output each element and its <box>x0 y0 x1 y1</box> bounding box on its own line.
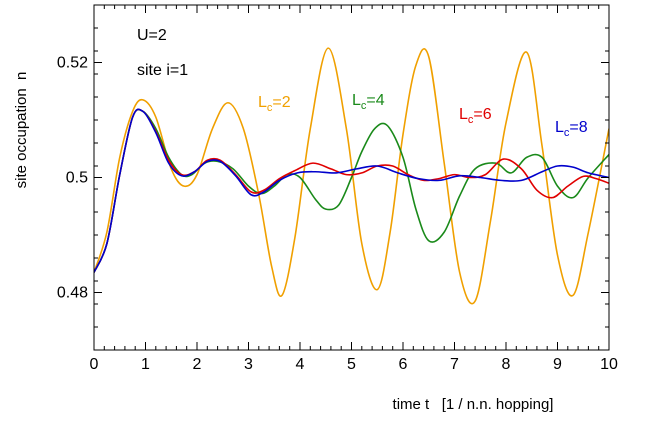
series-line-lc8 <box>94 108 609 273</box>
x-tick-label: 10 <box>600 356 618 373</box>
series-line-lc6 <box>94 108 609 273</box>
x-tick-label: 7 <box>450 356 459 373</box>
x-tick-label: 8 <box>502 356 511 373</box>
x-tick-label: 6 <box>399 356 408 373</box>
plot-frame <box>93 4 610 351</box>
y-tick-label: 0.52 <box>57 55 88 72</box>
series-label-lc4: Lc=4 <box>352 92 385 112</box>
series-line-lc2 <box>94 47 609 305</box>
y-axis-title: site occupation n <box>13 72 30 189</box>
labels-layer: 0 1 2 3 4 5 6 7 8 9 10 0.48 0.5 0.52 time t [1 / n.n. … <box>13 27 618 413</box>
x-tick-label: 1 <box>141 356 150 373</box>
x-axis-title: time t [1 / n.n. hopping] <box>393 396 554 413</box>
series-line-lc4 <box>94 108 609 273</box>
x-tick-label: 4 <box>296 356 305 373</box>
series-label-lc6: Lc=6 <box>459 106 492 126</box>
annotation-u: U=2 <box>137 27 167 44</box>
y-tick-label: 0.48 <box>57 285 88 302</box>
y-tick-label: 0.5 <box>66 170 88 187</box>
x-tick-label: 5 <box>347 356 356 373</box>
x-tick-label: 3 <box>244 356 253 373</box>
series-layer <box>94 47 609 305</box>
x-tick-label: 0 <box>90 356 99 373</box>
x-tick-label: 2 <box>193 356 202 373</box>
series-label-lc2: Lc=2 <box>258 94 291 114</box>
annotation-site: site i=1 <box>137 62 188 79</box>
series-label-lc8: Lc=8 <box>555 119 588 139</box>
x-tick-label: 9 <box>553 356 562 373</box>
